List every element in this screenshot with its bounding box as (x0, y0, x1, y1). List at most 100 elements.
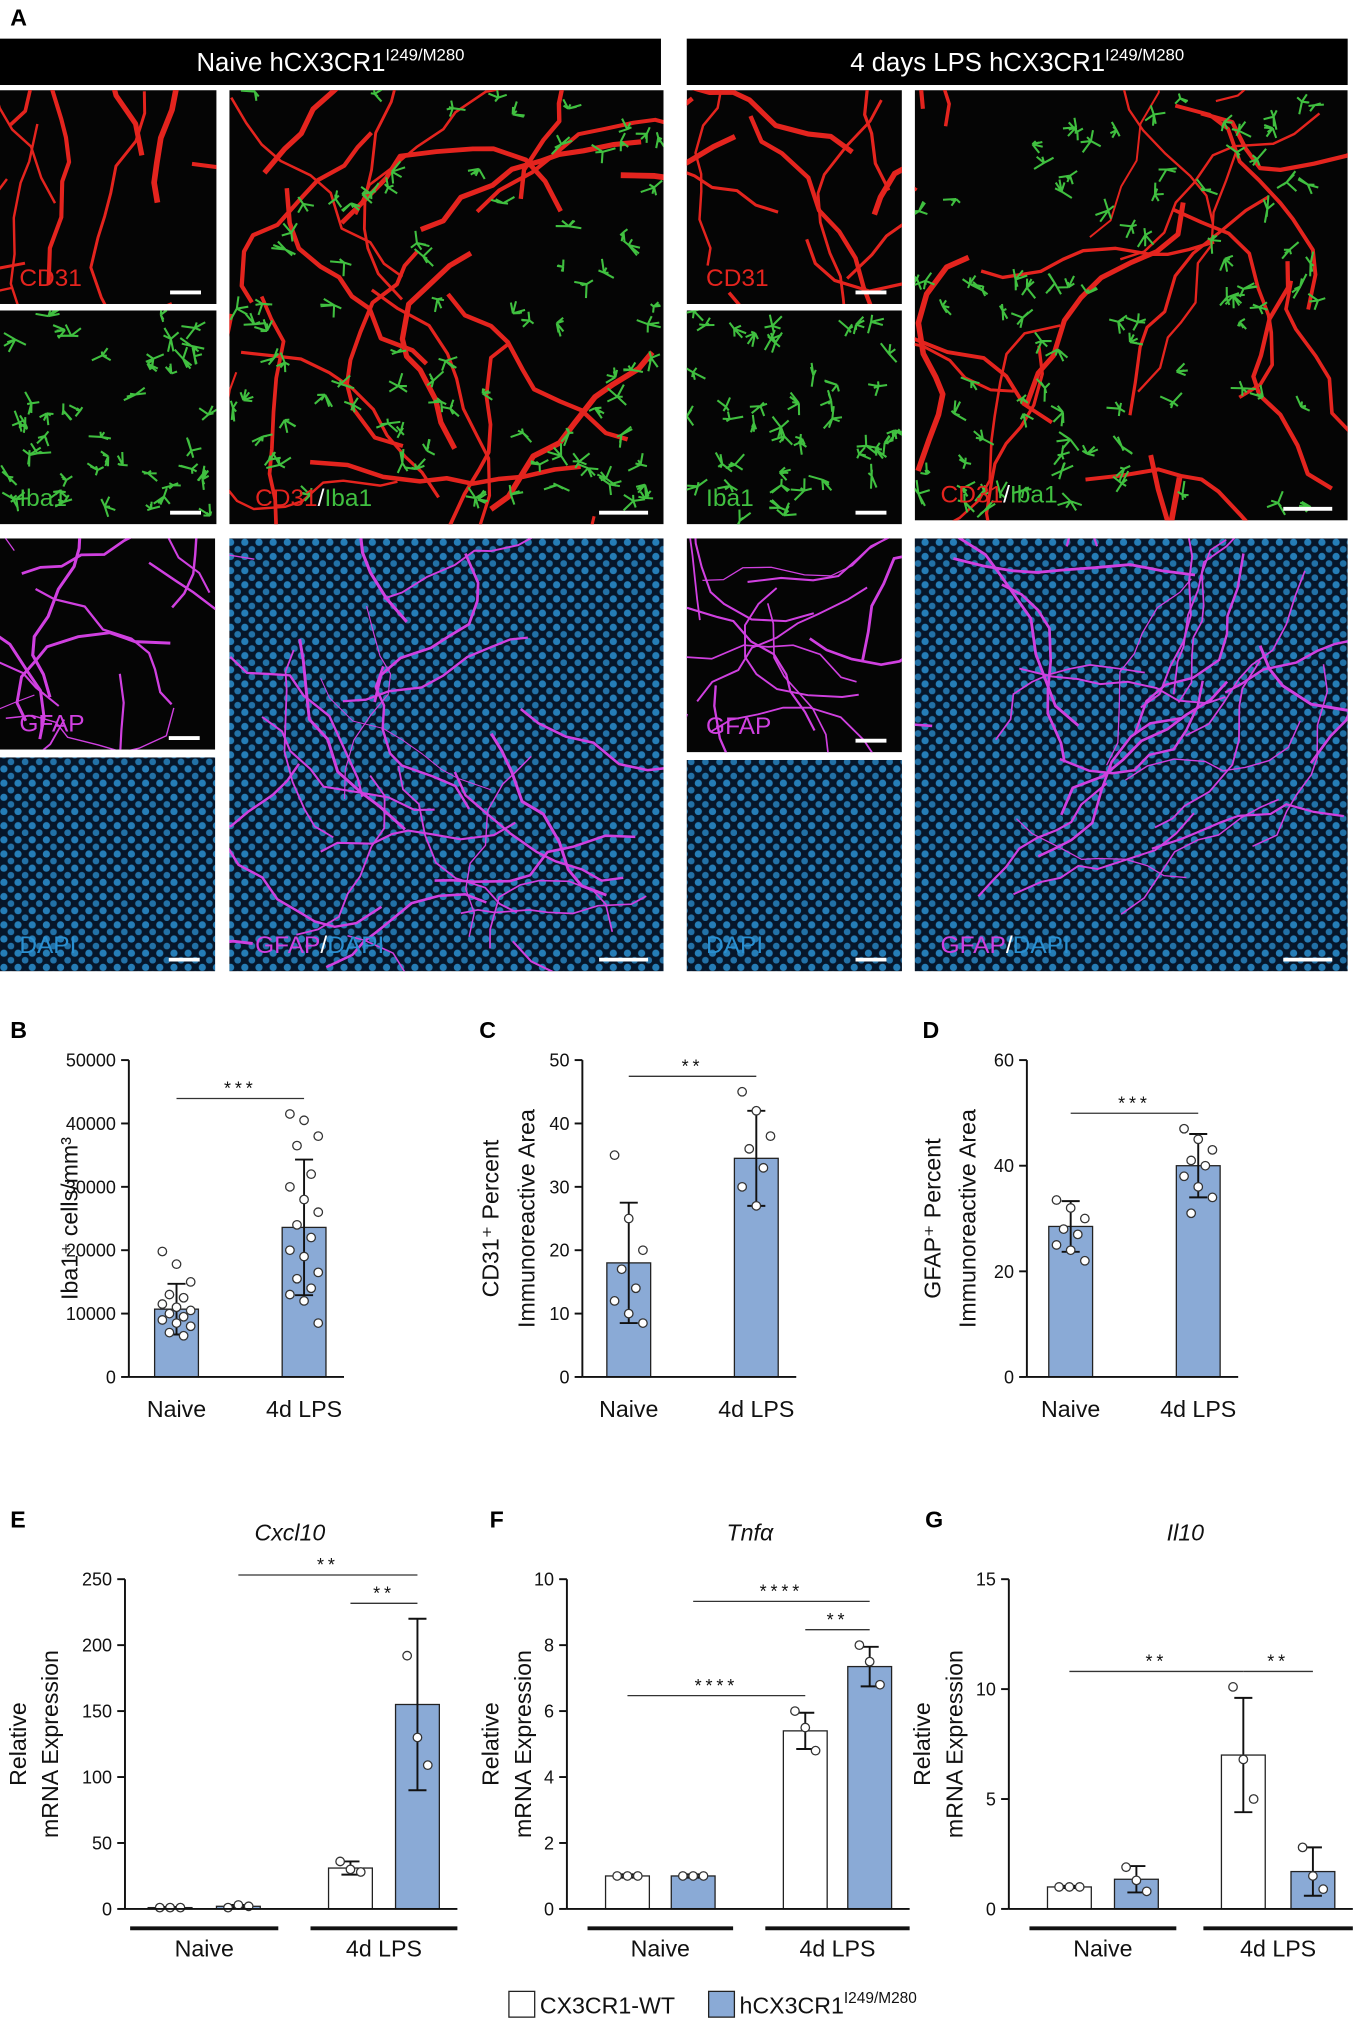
microglia (1012, 486, 1032, 499)
microglia (509, 301, 526, 315)
astrocyte-process (434, 834, 636, 883)
microglia (562, 98, 582, 110)
vessel (239, 131, 373, 304)
y-tick-label: 4 (544, 1767, 554, 1787)
vessel (448, 341, 511, 525)
microglia (856, 446, 872, 461)
data-point (164, 1289, 175, 1300)
microglia (243, 312, 267, 326)
microglia (956, 480, 976, 497)
data-point (157, 1315, 168, 1325)
microglia (1249, 384, 1264, 400)
microglia (914, 201, 928, 216)
microglia (887, 428, 901, 444)
vessel (362, 90, 404, 301)
data-point (616, 1264, 627, 1275)
microglia (605, 367, 619, 384)
astrocyte-process (148, 561, 216, 611)
y-tick-label: 250 (82, 1570, 112, 1590)
microglia (343, 397, 362, 413)
astrocyte-process (21, 538, 132, 575)
astrocyte-process (747, 538, 890, 583)
microglia (1281, 241, 1300, 260)
microglia (1266, 490, 1286, 516)
microglia (838, 319, 854, 337)
micrograph (686, 310, 902, 525)
microglia (254, 319, 274, 333)
data-point (164, 1327, 175, 1338)
microglia (769, 415, 790, 439)
data-point (1065, 1245, 1076, 1256)
legend-text: CX3CR1-WT (540, 1992, 675, 2018)
microglia (1295, 395, 1311, 412)
microglia (239, 389, 254, 403)
microglia (824, 379, 840, 392)
microglia (995, 480, 1008, 499)
microglia (1177, 480, 1189, 501)
microglia (179, 337, 205, 353)
microglia (390, 160, 406, 184)
significance-label: ** (827, 1610, 849, 1630)
microglia (159, 310, 168, 323)
data-point (157, 1246, 168, 1257)
significance-label: *** (1118, 1093, 1151, 1113)
stain-label: Iba1 (706, 485, 754, 512)
microglia (361, 190, 377, 204)
microglia (1057, 492, 1083, 512)
astrocyte-process (1309, 713, 1348, 764)
vessel (915, 254, 970, 472)
microglia (1136, 227, 1155, 248)
data-point (1072, 1229, 1083, 1240)
microglia (808, 474, 833, 492)
astrocyte-process (374, 665, 471, 810)
microglia (686, 478, 708, 496)
data-point (751, 1105, 762, 1116)
microglia (146, 359, 159, 373)
astrocyte-process (167, 538, 211, 594)
nuclei (686, 759, 902, 972)
stain-label-part: / (318, 485, 325, 512)
data-point (299, 1115, 309, 1126)
vessel (230, 96, 404, 278)
microglia (490, 196, 515, 205)
microglia (388, 372, 408, 393)
astrocyte-process (860, 555, 902, 663)
microglia (650, 301, 661, 313)
y-tick-label: 0 (544, 1899, 554, 1919)
microglia (163, 327, 180, 352)
astrocyte-process (1015, 818, 1187, 879)
panel-letter: F (490, 1507, 504, 1533)
data-point (1193, 1134, 1204, 1145)
microglia (950, 400, 967, 422)
microglia (1108, 314, 1128, 334)
microglia (266, 451, 292, 469)
data-point (609, 1296, 620, 1306)
microglia (998, 303, 1009, 321)
data-point (185, 1277, 196, 1287)
y-tick-label: 0 (559, 1367, 569, 1387)
microglia (123, 386, 146, 402)
data-point (875, 1679, 885, 1690)
microglia (431, 296, 445, 313)
stain-label-part: GFAP (706, 713, 771, 740)
microglia (572, 452, 591, 469)
microglia (976, 499, 996, 519)
y-tick-label: 10 (549, 1304, 569, 1324)
microglia (1220, 114, 1233, 132)
microglia (1031, 140, 1043, 154)
x-tick-label: Naive (1041, 1396, 1100, 1422)
microglia (254, 298, 273, 316)
data-point (299, 1296, 309, 1306)
chart-title: Il10 (1167, 1520, 1204, 1546)
microglia (421, 438, 436, 456)
header-bar (0, 38, 661, 86)
astrocyte-process (1001, 583, 1066, 763)
vessel (980, 240, 1215, 280)
micrograph (229, 538, 664, 972)
stain-label-part: GFAP (941, 932, 1006, 959)
microglia (1195, 178, 1218, 196)
microglia (198, 503, 213, 517)
y-tick-label: 10000 (66, 1304, 116, 1324)
microglia (938, 298, 952, 316)
